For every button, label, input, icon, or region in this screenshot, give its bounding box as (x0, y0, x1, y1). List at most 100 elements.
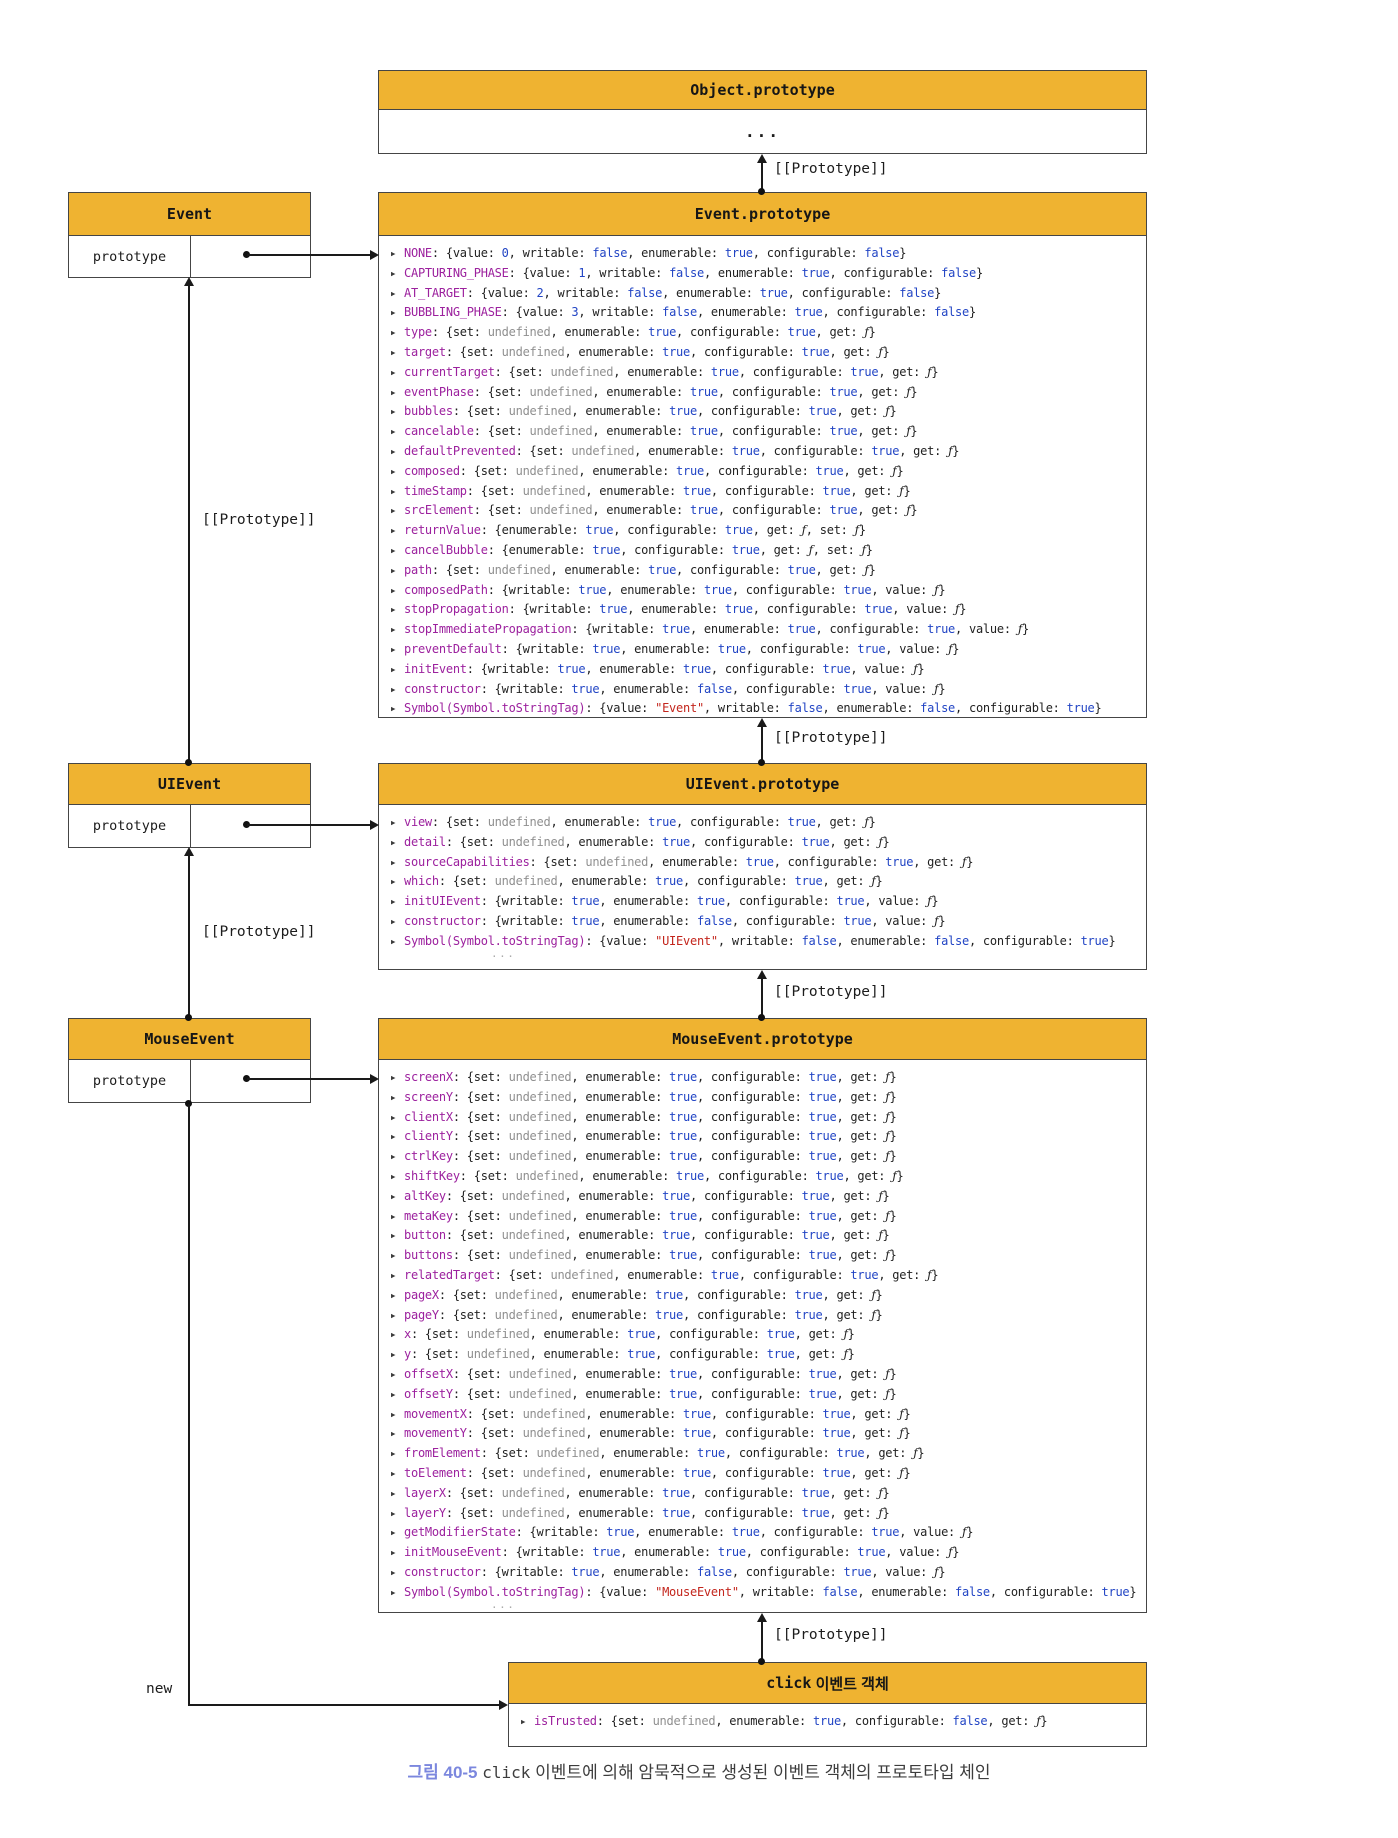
caption-code-word: click (482, 1763, 531, 1782)
property-descriptor: : {set: undefined, enumerable: true, con… (452, 1129, 897, 1144)
property-descriptor: : {writable: true, enumerable: true, con… (487, 582, 946, 597)
property-name: BUBBLING_PHASE (404, 305, 502, 320)
object-prototype-title: Object.prototype (379, 71, 1146, 110)
expand-triangle-icon: ▶ (391, 1468, 396, 1478)
property-descriptor: : {set: undefined, enumerable: true, con… (438, 1287, 883, 1302)
property-name: initMouseEvent (404, 1545, 502, 1560)
new-link-dot (185, 1100, 192, 1107)
property-name: cancelBubble (404, 542, 488, 557)
prototype-property-cell: prototype (92, 818, 167, 834)
property-row: ▶ toElement: {set: undefined, enumerable:… (391, 1464, 1146, 1484)
property-name: button (404, 1228, 446, 1243)
uievent-prototype-title: UIEvent.prototype (379, 764, 1146, 805)
prototype-link-label: [[Prototype]] (774, 984, 888, 1000)
property-name: movementX (404, 1406, 467, 1421)
property-row: ▶ initMouseEvent: {writable: true, enumer… (391, 1543, 1146, 1563)
expand-triangle-icon: ▶ (391, 427, 396, 437)
property-descriptor: : {value: 0, writable: false, enumerable… (431, 246, 907, 260)
property-descriptor: : {writable: true, enumerable: true, con… (501, 1545, 960, 1560)
uievent-prototype-properties: ▶ view : {set: undefined, enumerable: true… (379, 805, 1146, 969)
expand-triangle-icon: ▶ (391, 1290, 396, 1300)
new-link-hline (188, 1704, 500, 1706)
property-row: ▶ getModifierState: {writable: true, enum… (391, 1523, 1146, 1543)
property-name: path (404, 562, 432, 577)
expand-triangle-icon: ▶ (391, 347, 396, 357)
property-descriptor: : {set: undefined, enumerable: true, con… (452, 1386, 897, 1401)
pointer-arrowhead (370, 820, 379, 830)
expand-triangle-icon: ▶ (391, 1548, 396, 1558)
property-row: ▶ path: {set: undefined, enumerable: true… (391, 561, 1146, 581)
figure-number: 그림 40-5 (407, 1763, 478, 1782)
event-prototype-title: Event.prototype (379, 193, 1146, 236)
expand-triangle-icon: ▶ (391, 897, 396, 907)
property-descriptor: : {set: undefined, enumerable: true, con… (466, 483, 911, 498)
expand-triangle-icon: ▶ (391, 486, 396, 496)
expand-triangle-icon: ▶ (391, 565, 396, 575)
prototype-link-line (188, 855, 190, 1018)
expand-triangle-icon: ▶ (391, 526, 396, 536)
caption-text: 이벤트에 의해 암묵적으로 생성된 이벤트 객체의 프로토타입 체인 (530, 1763, 991, 1782)
prototype-pointer-cell (190, 805, 310, 847)
event-constructor-title: Event (69, 193, 310, 236)
property-descriptor: : {set: undefined, enumerable: true, con… (452, 1089, 897, 1104)
expand-triangle-icon: ▶ (391, 506, 396, 516)
property-name: toElement (404, 1465, 467, 1480)
property-row: ▶ bubbles: {set: undefined, enumerable: t… (391, 402, 1146, 422)
property-descriptor: : {set: undefined, enumerable: true, con… (473, 503, 918, 518)
expand-triangle-icon: ▶ (391, 1350, 396, 1360)
property-row: ▶ button: {set: undefined, enumerable: tr… (391, 1226, 1146, 1246)
expand-triangle-icon: ▶ (391, 625, 396, 635)
property-descriptor: : {set: undefined, enumerable: true, con… (438, 1307, 883, 1322)
property-row: ▶ isTrusted: {set: undefined, enumerable:… (521, 1712, 1146, 1732)
property-row: ▶ composedPath: {writable: true, enumerab… (391, 581, 1146, 601)
property-name: relatedTarget (404, 1267, 495, 1282)
prototype-link-line (188, 285, 190, 763)
expand-triangle-icon: ▶ (391, 1389, 396, 1399)
expand-triangle-icon: ▶ (391, 1330, 396, 1340)
property-name: pageY (404, 1307, 439, 1322)
property-descriptor: : {set: undefined, enumerable: true, con… (445, 1188, 890, 1203)
property-descriptor: : {set: undefined, enumerable: true, con… (438, 874, 883, 889)
prototype-link-label: [[Prototype]] (774, 730, 888, 746)
event-object-korean-label: 이벤트 객체 (811, 1675, 889, 1693)
expand-triangle-icon: ▶ (391, 1488, 396, 1498)
property-name: view (404, 815, 432, 829)
expand-triangle-icon: ▶ (391, 249, 396, 258)
prototype-link-dot (758, 188, 765, 195)
property-descriptor: : {value: "Event", writable: false, enum… (585, 701, 1102, 716)
prototype-link-dot (758, 1658, 765, 1665)
property-name: CAPTURING_PHASE (404, 265, 509, 280)
click-event-object-title: click 이벤트 객체 (509, 1663, 1146, 1704)
prototype-link-dot (758, 1014, 765, 1021)
expand-triangle-icon: ▶ (391, 1251, 396, 1261)
expand-triangle-icon: ▶ (391, 466, 396, 476)
property-row: ▶ pageX: {set: undefined, enumerable: tru… (391, 1286, 1146, 1306)
prototype-link-line (761, 162, 763, 192)
property-name: screenY (404, 1089, 453, 1104)
property-row: ▶ fromElement: {set: undefined, enumerabl… (391, 1444, 1146, 1464)
property-row: ▶ returnValue: {enumerable: true, configu… (391, 521, 1146, 541)
prototype-link-dot (185, 759, 192, 766)
property-row: ▶ offsetX: {set: undefined, enumerable: t… (391, 1365, 1146, 1385)
property-name: x (404, 1327, 411, 1342)
property-descriptor: : {set: undefined, enumerable: true, con… (466, 1426, 911, 1441)
property-descriptor: : {writable: true, enumerable: true, con… (480, 894, 939, 909)
property-descriptor: : {set: undefined, enumerable: true, con… (515, 443, 960, 458)
expand-triangle-icon: ▶ (391, 1132, 396, 1142)
property-name: currentTarget (404, 364, 495, 379)
property-name: cancelable (404, 424, 474, 439)
property-row: ▶ stopImmediatePropagation: {writable: tr… (391, 620, 1146, 640)
property-name: Symbol(Symbol.toStringTag) (404, 701, 586, 716)
expand-triangle-icon: ▶ (391, 367, 396, 377)
property-row: ▶ srcElement: {set: undefined, enumerable… (391, 501, 1146, 521)
expand-triangle-icon: ▶ (391, 1092, 396, 1102)
property-name: clientY (404, 1129, 453, 1144)
expand-triangle-icon: ▶ (391, 1211, 396, 1221)
uievent-prototype-box: UIEvent.prototype ▶ view : {set: undefined… (378, 763, 1147, 970)
property-descriptor: : {set: undefined, enumerable: true, con… (452, 1149, 897, 1164)
expand-triangle-icon: ▶ (391, 664, 396, 674)
property-name: type (404, 325, 432, 340)
expand-triangle-icon: ▶ (391, 446, 396, 456)
expand-triangle-icon: ▶ (391, 545, 396, 555)
uievent-constructor-title: UIEvent (69, 764, 310, 805)
